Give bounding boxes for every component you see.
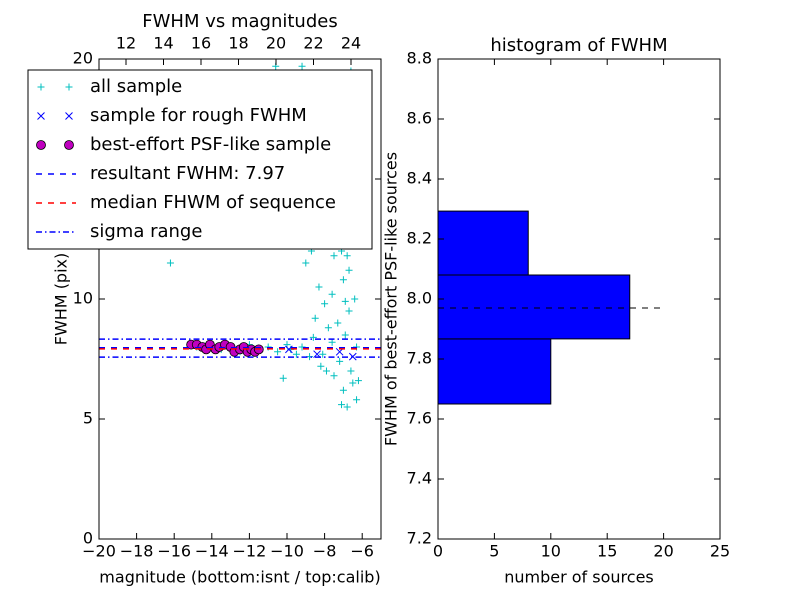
point	[311, 314, 319, 322]
y-tick-label: 8.6	[407, 109, 432, 128]
point	[343, 403, 351, 411]
top-tick-label: 16	[191, 34, 211, 53]
y-tick-label: 8.4	[407, 169, 432, 188]
legend-label: all sample	[90, 76, 182, 97]
point	[279, 374, 287, 382]
top-tick-label: 22	[303, 34, 323, 53]
y-tick-label: 20	[73, 49, 93, 68]
point	[351, 295, 359, 303]
point	[319, 350, 327, 358]
y-tick-label: 5	[83, 409, 93, 428]
point	[330, 252, 338, 260]
x-tick-label: 25	[710, 542, 730, 561]
x-tick-label: 5	[489, 542, 499, 561]
top-tick-label: 20	[266, 34, 286, 53]
point	[354, 377, 362, 385]
point	[336, 357, 344, 365]
point	[317, 362, 325, 370]
point	[348, 352, 357, 361]
point	[343, 252, 351, 260]
point	[166, 259, 174, 267]
chart-title: histogram of FWHM	[490, 35, 667, 56]
x-tick-label: −14	[195, 542, 229, 561]
point	[298, 62, 306, 70]
legend-marker	[65, 112, 73, 120]
point	[338, 401, 346, 409]
point	[274, 348, 282, 356]
bar	[437, 210, 529, 276]
point	[353, 396, 361, 404]
point	[341, 331, 349, 339]
y-tick-label: 8.8	[407, 49, 432, 68]
x-tick-label: 15	[597, 542, 617, 561]
x-axis-label: number of sources	[504, 568, 654, 587]
legend-label: best-effort PSF-like sample	[90, 134, 331, 155]
x-tick-label: −12	[233, 542, 267, 561]
point	[324, 324, 332, 332]
top-tick-label: 12	[116, 34, 136, 53]
x-tick-label: 0	[433, 542, 443, 561]
y-axis-label: FWHM (pix)	[52, 253, 71, 346]
point	[328, 290, 336, 298]
y-tick-label: 8.2	[407, 229, 432, 248]
bar	[437, 338, 552, 405]
x-tick-label: −20	[82, 542, 116, 561]
legend-marker	[37, 112, 45, 120]
y-tick-label: 7.6	[407, 409, 432, 428]
bar	[437, 274, 631, 340]
point	[321, 300, 329, 308]
legend-label: resultant FWHM: 7.97	[90, 163, 285, 184]
point	[334, 319, 342, 327]
legend-label: median FHWM of sequence	[90, 192, 336, 213]
top-tick-label: 18	[228, 34, 248, 53]
point	[328, 338, 336, 346]
x-tick-label: 10	[541, 542, 561, 561]
x-tick-label: −16	[157, 542, 191, 561]
point	[292, 350, 300, 358]
point	[309, 333, 317, 341]
legend-label: sample for rough FWHM	[90, 105, 307, 126]
point	[339, 386, 347, 394]
y-tick-label: 7.8	[407, 349, 432, 368]
point	[315, 283, 323, 291]
x-axis-label: magnitude (bottom:isnt / top:calib)	[99, 568, 380, 587]
y-tick-label: 10	[73, 289, 93, 308]
point	[339, 276, 347, 284]
y-tick-label: 7.2	[407, 529, 432, 548]
x-tick-label: −18	[120, 542, 154, 561]
point	[345, 266, 353, 274]
x-tick-label: 20	[653, 542, 673, 561]
y-tick-label: 0	[83, 529, 93, 548]
point	[347, 367, 355, 375]
point	[330, 372, 338, 380]
chart-title: FWHM vs magnitudes	[142, 11, 337, 32]
top-tick-label: 24	[341, 34, 361, 53]
x-tick-label: −10	[270, 542, 304, 561]
y-tick-label: 8.0	[407, 289, 432, 308]
top-tick-label: 14	[153, 34, 173, 53]
point	[345, 307, 353, 315]
legend-box	[27, 69, 373, 250]
legend-marker	[65, 83, 73, 91]
legend-label: sigma range	[90, 221, 202, 242]
point	[349, 379, 357, 387]
x-tick-label: −6	[350, 542, 374, 561]
point	[322, 367, 330, 375]
y-axis-label: FWHM of best-effort PSF-like sources	[382, 152, 401, 446]
legend: all sample sample for rough FWHM best-effo…	[27, 69, 373, 250]
y-tick-label: 7.4	[407, 469, 432, 488]
legend-marker	[64, 140, 74, 150]
legend-marker	[37, 83, 45, 91]
legend-marker	[36, 140, 46, 150]
point	[302, 259, 310, 267]
x-tick-label: −8	[313, 542, 337, 561]
point	[341, 297, 349, 305]
